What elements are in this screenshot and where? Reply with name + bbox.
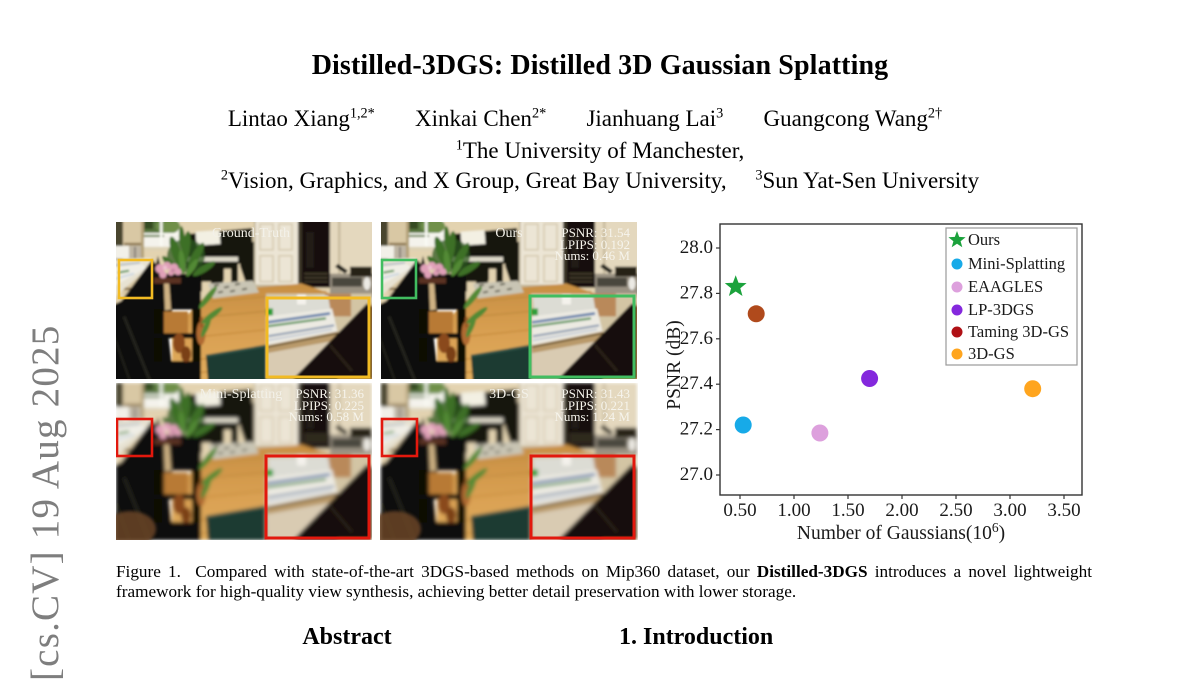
svg-text:27.4: 27.4: [680, 373, 714, 394]
svg-text:27.0: 27.0: [680, 464, 713, 485]
svg-text:3D-GS: 3D-GS: [968, 344, 1015, 363]
svg-text:28.0: 28.0: [680, 237, 713, 258]
svg-text:2.50: 2.50: [939, 500, 972, 521]
svg-text:EAAGLES: EAAGLES: [968, 277, 1043, 296]
svg-text:PSNR (dB): PSNR (dB): [664, 320, 685, 409]
svg-text:2.00: 2.00: [885, 500, 918, 521]
svg-text:Mini-Splatting: Mini-Splatting: [968, 254, 1065, 273]
svg-text:27.2: 27.2: [680, 419, 713, 440]
svg-text:1.00: 1.00: [777, 500, 810, 521]
svg-text:1.50: 1.50: [831, 500, 864, 521]
svg-text:Number of Gaussians(106): Number of Gaussians(106): [797, 520, 1005, 545]
svg-text:0.50: 0.50: [723, 500, 756, 521]
svg-text:27.8: 27.8: [680, 282, 713, 303]
svg-text:Taming 3D-GS: Taming 3D-GS: [968, 322, 1069, 341]
svg-text:27.6: 27.6: [680, 328, 713, 349]
svg-text:3.50: 3.50: [1047, 500, 1080, 521]
svg-text:3.00: 3.00: [993, 500, 1026, 521]
svg-text:Ours: Ours: [968, 230, 1000, 249]
svg-text:LP-3DGS: LP-3DGS: [968, 300, 1034, 319]
